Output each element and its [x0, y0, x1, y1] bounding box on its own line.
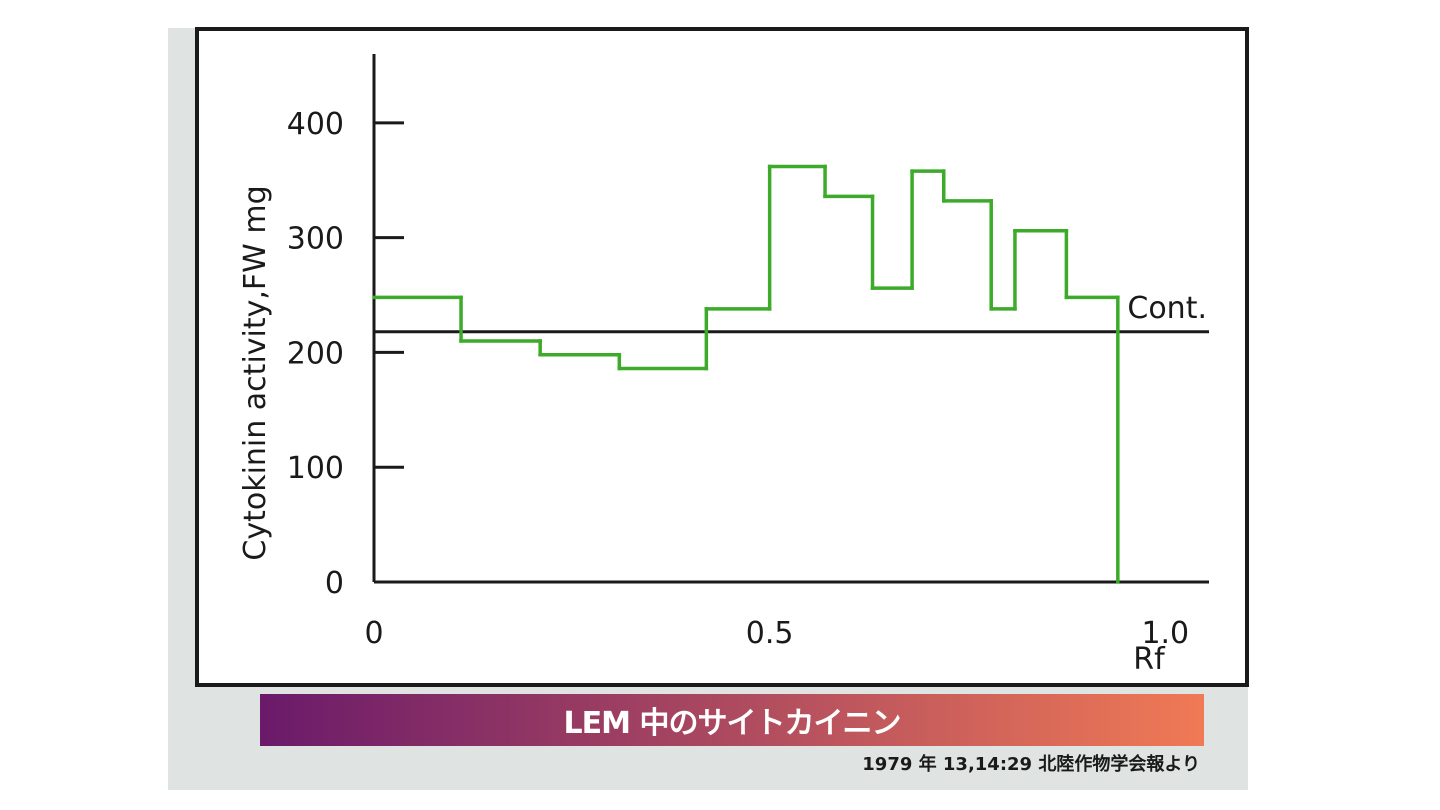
axes [372, 54, 1209, 584]
labels-layer: 0 100 200 300 400 0 0.5 1.0Rf Cytokinin activity… [238, 107, 1207, 677]
y-tick-label: 300 [287, 222, 344, 257]
y-tick-label: 0 [325, 566, 344, 601]
chart-title-text: LEM 中のサイトカイニン [563, 706, 902, 741]
y-tick-label: 100 [287, 451, 344, 486]
x-tick-label: 1.0 [1141, 616, 1189, 651]
x-axis-title: Rf [1133, 642, 1166, 677]
chart-frame: 0 100 200 300 400 0 0.5 1.0 Rf Cytokinin activity… [195, 27, 1249, 687]
source-citation: 1979 年 13,14:29 北陸作物学会報より [862, 754, 1200, 775]
y-tick-label: 400 [287, 107, 344, 142]
y-tick-label: 200 [287, 336, 344, 371]
chart-svg: 0 100 200 300 400 0 0.5 1.0Rf Cytokinin activity… [238, 54, 1209, 677]
control-label: Cont. [1127, 291, 1207, 326]
y-axis-title: Cytokinin activity,FW mg [238, 185, 273, 560]
series-layer [372, 164, 1120, 584]
x-tick-label: 0.5 [746, 616, 794, 651]
chart-title-banner: LEM 中のサイトカイニン [260, 694, 1204, 746]
x-tick-label: 0 [364, 616, 383, 651]
